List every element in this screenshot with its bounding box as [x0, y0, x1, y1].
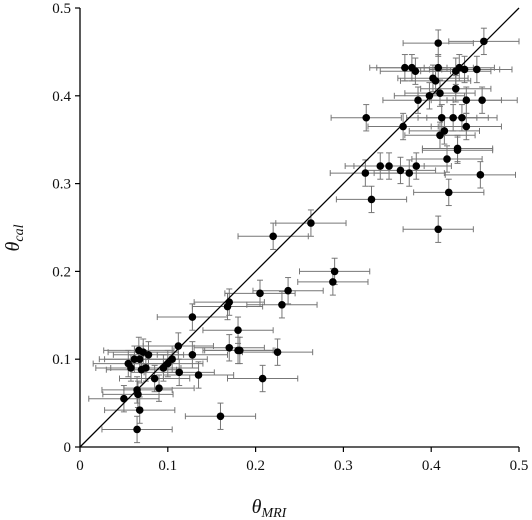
data-point: [449, 113, 457, 122]
data-point: [194, 371, 203, 379]
y-tick-label: 0.1: [52, 352, 71, 368]
data-point: [462, 96, 471, 104]
data-point: [444, 188, 453, 197]
data-point: [168, 355, 176, 364]
data-point: [133, 425, 141, 434]
data-point: [188, 351, 197, 359]
data-point: [235, 346, 244, 355]
x-axis-title: θMRI: [252, 496, 288, 520]
data-point: [480, 37, 488, 46]
data-point: [330, 267, 339, 276]
x-axis-title-main: θ: [252, 496, 262, 518]
x-tick-label: 0.4: [422, 458, 441, 474]
data-point: [135, 406, 144, 414]
data-point: [225, 343, 234, 352]
x-tick-label: 0.1: [158, 458, 177, 474]
data-point: [462, 122, 471, 131]
data-point: [120, 394, 128, 403]
data-point: [225, 298, 234, 306]
data-point: [451, 84, 460, 93]
data-point: [175, 368, 184, 377]
data-point: [367, 195, 376, 204]
y-axis-title-main: θ: [2, 241, 24, 251]
x-tick-label: 0.3: [334, 458, 353, 474]
data-point: [401, 63, 409, 72]
data-point: [411, 67, 420, 76]
data-point: [460, 65, 469, 74]
data-point: [412, 162, 421, 170]
data-point: [385, 162, 393, 170]
data-point: [437, 113, 446, 122]
data-point: [396, 166, 405, 175]
data-point: [431, 77, 440, 85]
data-point: [135, 355, 144, 364]
data-point: [144, 351, 153, 359]
data-point: [405, 169, 414, 177]
data-point: [473, 65, 481, 74]
x-ticks: 0 0.1 0.2 0.3 0.4 0.5: [76, 447, 528, 474]
y-tick-label: 0.3: [52, 177, 71, 193]
data-point: [130, 355, 139, 364]
data-point: [142, 364, 150, 372]
data-point: [188, 313, 197, 321]
data-point: [376, 162, 385, 170]
data-point: [278, 300, 286, 309]
data-point: [434, 63, 443, 72]
y-axis-title-sub: cal: [12, 224, 27, 241]
data-point: [361, 169, 370, 177]
data-point: [443, 155, 451, 163]
data-point: [329, 278, 337, 286]
data-point: [307, 219, 315, 227]
y-tick-label: 0: [64, 440, 72, 456]
data-point: [127, 364, 135, 372]
data-point: [425, 92, 434, 100]
data-point: [134, 390, 142, 399]
data-point: [476, 171, 485, 179]
data-point: [150, 374, 159, 383]
data-point: [434, 39, 443, 47]
y-ticks: 0 0.1 0.2 0.3 0.4 0.5: [52, 1, 80, 456]
data-point: [234, 326, 242, 335]
data-point: [155, 384, 163, 392]
data-point: [216, 412, 225, 421]
identity-line: [79, 7, 520, 448]
x-tick-label: 0.2: [246, 458, 265, 474]
data-point: [478, 96, 486, 104]
data-point: [414, 96, 422, 104]
data-point: [174, 342, 183, 350]
y-tick-label: 0.5: [52, 1, 71, 17]
data-point: [273, 348, 282, 356]
data-points: [120, 37, 488, 434]
data-point: [269, 232, 277, 241]
data-point: [458, 113, 466, 122]
data-point: [453, 146, 462, 155]
data-point: [440, 127, 449, 135]
y-tick-label: 0.4: [52, 89, 71, 105]
axes: [79, 8, 519, 448]
data-point: [284, 286, 292, 295]
data-point: [362, 113, 371, 122]
x-axis-title-sub: MRI: [260, 506, 287, 520]
data-point: [256, 289, 264, 298]
data-point: [258, 374, 267, 383]
y-axis-title: θcal: [2, 224, 27, 251]
y-tick-label: 0.2: [52, 264, 71, 280]
x-tick-label: 0: [76, 458, 84, 474]
data-point: [399, 122, 407, 131]
data-point: [434, 225, 443, 234]
data-point: [436, 89, 444, 97]
x-tick-label: 0.5: [510, 458, 529, 474]
